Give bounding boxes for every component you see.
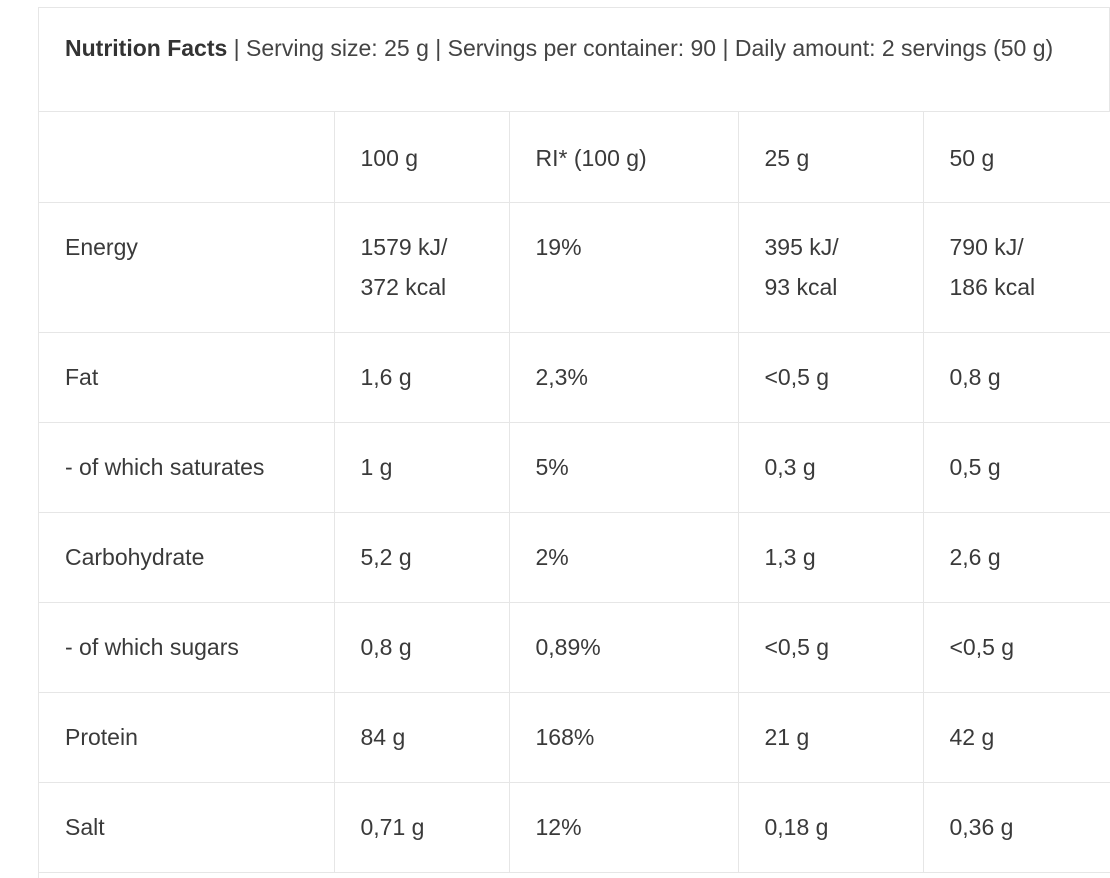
cell-ri: 168% (509, 692, 739, 783)
cell-25g: 1,3 g (738, 512, 924, 603)
cell-100g: 0,8 g (334, 602, 510, 693)
table-caption: Nutrition Facts | Serving size: 25 g | S… (39, 8, 1110, 112)
cell-ri: 2,3% (509, 332, 739, 423)
cell-50g: 2,6 g (923, 512, 1110, 603)
nutrition-table-container: Nutrition Facts | Serving size: 25 g | S… (38, 7, 1110, 878)
table-row-saturates: - of which saturates 1 g 5% 0,3 g 0,5 g (39, 422, 1110, 513)
header-cell-25g: 25 g (738, 112, 924, 203)
cell-ri: 12% (509, 782, 739, 873)
table-row-fat: Fat 1,6 g 2,3% <0,5 g 0,8 g (39, 332, 1110, 423)
row-label: Carbohydrate (39, 512, 335, 603)
cell-50g: <0,5 g (923, 602, 1110, 693)
cell-100g: 1,6 g (334, 332, 510, 423)
header-cell-empty (39, 112, 335, 203)
table-row-salt: Salt 0,71 g 12% 0,18 g 0,36 g (39, 782, 1110, 873)
cell-100g: 0,71 g (334, 782, 510, 873)
cell-50g: 42 g (923, 692, 1110, 783)
cell-ri: 5% (509, 422, 739, 513)
cell-50g: 0,36 g (923, 782, 1110, 873)
header-cell-50g: 50 g (923, 112, 1110, 203)
caption-details: | Serving size: 25 g | Servings per cont… (227, 35, 1054, 61)
table-row-protein: Protein 84 g 168% 21 g 42 g (39, 692, 1110, 783)
table-row-carbohydrate: Carbohydrate 5,2 g 2% 1,3 g 2,6 g (39, 512, 1110, 603)
cell-100g: 1 g (334, 422, 510, 513)
header-cell-ri: RI* (100 g) (509, 112, 739, 203)
cell-50g: 0,8 g (923, 332, 1110, 423)
cell-25g: <0,5 g (738, 602, 924, 693)
table-row-energy: Energy 1579 kJ/ 372 kcal 19% 395 kJ/ 93 … (39, 202, 1110, 333)
caption-title: Nutrition Facts (65, 35, 228, 61)
nutrition-table: 100 g RI* (100 g) 25 g 50 g Energy 1579 … (39, 112, 1110, 873)
cell-line: 186 kcal (949, 273, 1036, 300)
row-label: - of which saturates (39, 422, 335, 513)
cell-25g: 21 g (738, 692, 924, 783)
row-label: Salt (39, 782, 335, 873)
row-label: Protein (39, 692, 335, 783)
cell-ri: 2% (509, 512, 739, 603)
header-cell-100g: 100 g (334, 112, 510, 203)
cell-ri: 19% (509, 202, 739, 333)
cell-line: 372 kcal (360, 273, 447, 300)
cell-line: 1579 kJ/ (360, 233, 448, 260)
cell-25g: 0,3 g (738, 422, 924, 513)
row-label: - of which sugars (39, 602, 335, 693)
table-row-sugars: - of which sugars 0,8 g 0,89% <0,5 g <0,… (39, 602, 1110, 693)
cell-ri: 0,89% (509, 602, 739, 693)
cell-25g: <0,5 g (738, 332, 924, 423)
header-row: 100 g RI* (100 g) 25 g 50 g (39, 112, 1110, 203)
cell-line: 93 kcal (764, 273, 838, 300)
cell-100g: 1579 kJ/ 372 kcal (334, 202, 510, 333)
cell-25g: 0,18 g (738, 782, 924, 873)
cell-50g: 790 kJ/ 186 kcal (923, 202, 1110, 333)
row-label: Energy (39, 202, 335, 333)
cell-100g: 5,2 g (334, 512, 510, 603)
row-label: Fat (39, 332, 335, 423)
cell-25g: 395 kJ/ 93 kcal (738, 202, 924, 333)
cell-50g: 0,5 g (923, 422, 1110, 513)
cell-line: 395 kJ/ (764, 233, 839, 260)
cell-line: 790 kJ/ (949, 233, 1024, 260)
cell-100g: 84 g (334, 692, 510, 783)
